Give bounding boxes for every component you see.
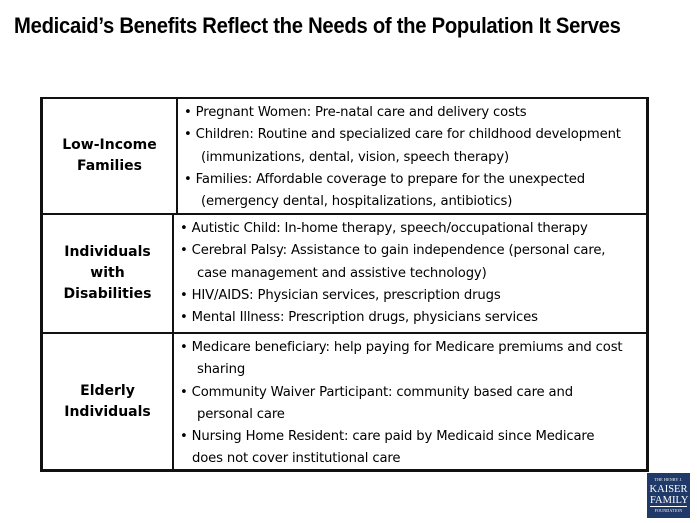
row-content-elderly: • Medicare beneficiary: help paying for …: [174, 334, 646, 469]
benefit-cerebral-palsy: • Cerebral Palsy: Assistance to gain ind…: [180, 243, 606, 259]
row-label-low-income: Low-Income Families: [43, 99, 178, 213]
benefit-cerebral-palsy-cont: case management and assistive technology…: [197, 265, 487, 281]
benefit-pregnant-women: • Pregnant Women: Pre-natal care and del…: [184, 105, 527, 120]
benefits-table: Low-Income Families • Pregnant Women: Pr…: [40, 97, 649, 472]
benefit-children: • Children: Routine and specialized care…: [184, 127, 621, 143]
benefit-children-cont: (immunizations, dental, vision, speech t…: [201, 149, 510, 165]
benefit-families: • Families: Affordable coverage to prepa…: [184, 171, 585, 187]
benefit-mental-illness: • Mental Illness: Prescription drugs, ph…: [180, 310, 538, 326]
benefit-autistic-child: • Autistic Child: In-home therapy, speec…: [180, 221, 588, 236]
row-content-low-income: • Pregnant Women: Pre-natal care and del…: [178, 99, 646, 213]
slide-title: Medicaid’s Benefits Reflect the Needs of…: [14, 13, 621, 38]
row-divider: [43, 213, 646, 215]
kaiser-family-foundation-logo: THE HENRY J. KAISER FAMILY FOUNDATION: [647, 473, 690, 518]
table-row-disabilities: Individuals with Disabilities • Autistic…: [43, 215, 646, 332]
benefit-community-waiver-cont: personal care: [197, 406, 285, 422]
table-row-low-income: Low-Income Families • Pregnant Women: Pr…: [43, 99, 646, 213]
row-label-elderly: Elderly Individuals: [43, 334, 174, 469]
row-content-disabilities: • Autistic Child: In-home therapy, speec…: [174, 215, 646, 332]
benefit-hiv-aids: • HIV/AIDS: Physician services, prescrip…: [180, 287, 501, 303]
benefit-medicare-beneficiary-cont: sharing: [197, 362, 246, 378]
benefit-community-waiver: • Community Waiver Participant: communit…: [180, 384, 573, 400]
table-row-elderly: Elderly Individuals • Medicare beneficia…: [43, 334, 646, 469]
benefit-nursing-home: • Nursing Home Resident: care paid by Me…: [180, 429, 595, 445]
row-divider: [43, 332, 646, 334]
benefit-medicare-beneficiary: • Medicare beneficiary: help paying for …: [180, 340, 623, 355]
benefit-families-cont: (emergency dental, hospitalizations, ant…: [201, 194, 513, 210]
row-label-disabilities: Individuals with Disabilities: [43, 215, 174, 332]
benefit-nursing-home-cont: does not cover institutional care: [192, 451, 401, 467]
